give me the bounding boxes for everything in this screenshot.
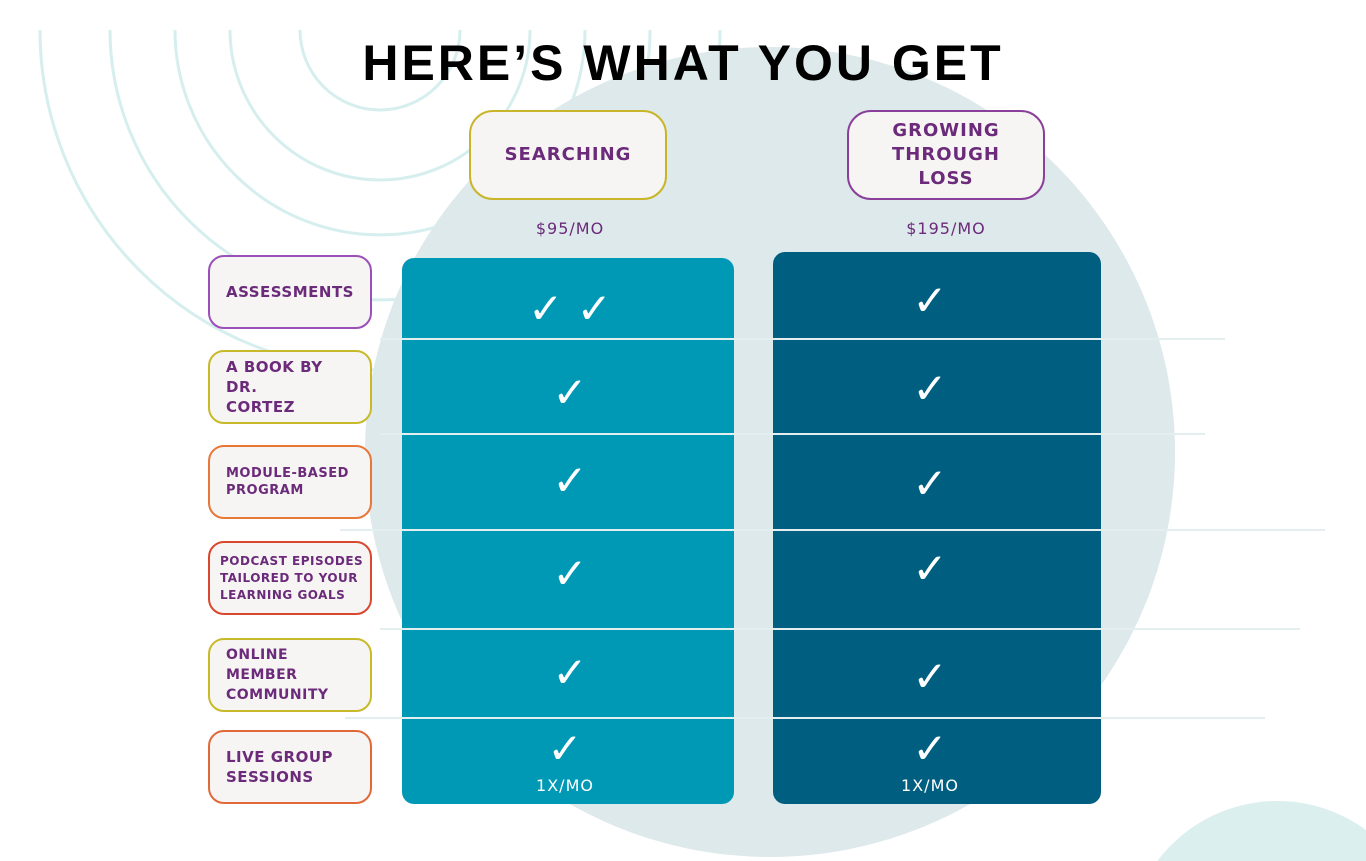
check-icon: ✓ — [912, 652, 948, 701]
feature-podcast: PODCAST EPISODES TAILORED TO YOUR LEARNI… — [208, 541, 372, 615]
row-divider — [380, 628, 1300, 630]
plan-name: GROWING THROUGH LOSS — [892, 120, 1000, 189]
check-icon: ✓ — [547, 724, 583, 773]
row-divider — [380, 338, 1225, 340]
feature-live-sessions: LIVE GROUP SESSIONS — [208, 730, 372, 804]
check-icon: ✓ — [552, 368, 588, 417]
check-icon: ✓ — [552, 549, 588, 598]
feature-assessments: ASSESSMENTS — [208, 255, 372, 329]
check-icon: ✓ — [912, 544, 948, 593]
check-icon: ✓ — [912, 724, 948, 773]
price-growing: $195/MO — [906, 219, 986, 238]
price-searching: $95/MO — [535, 219, 605, 238]
plan-name: SEARCHING — [504, 144, 632, 165]
column-growing — [773, 252, 1101, 804]
check-icon: ✓ — [912, 364, 948, 413]
page-title: HERE’S WHAT YOU GET — [362, 35, 1004, 91]
row-divider — [380, 433, 1205, 435]
frequency-searching: 1X/MO — [536, 776, 594, 795]
column-searching — [402, 258, 734, 804]
plan-header-searching: SEARCHING — [469, 110, 667, 200]
check-icon: ✓ — [912, 276, 948, 325]
frequency-growing: 1X/MO — [901, 776, 959, 795]
check-icon: ✓ ✓ — [528, 284, 612, 333]
feature-community: ONLINE MEMBER COMMUNITY — [208, 638, 372, 712]
plan-header-growing: GROWING THROUGH LOSS — [847, 110, 1045, 200]
feature-module-program: MODULE-BASED PROGRAM — [208, 445, 372, 519]
check-icon: ✓ — [552, 648, 588, 697]
row-divider — [345, 717, 1265, 719]
check-icon: ✓ — [552, 456, 588, 505]
row-divider — [340, 529, 1325, 531]
check-icon: ✓ — [912, 459, 948, 508]
feature-book: A BOOK BY DR. CORTEZ — [208, 350, 372, 424]
